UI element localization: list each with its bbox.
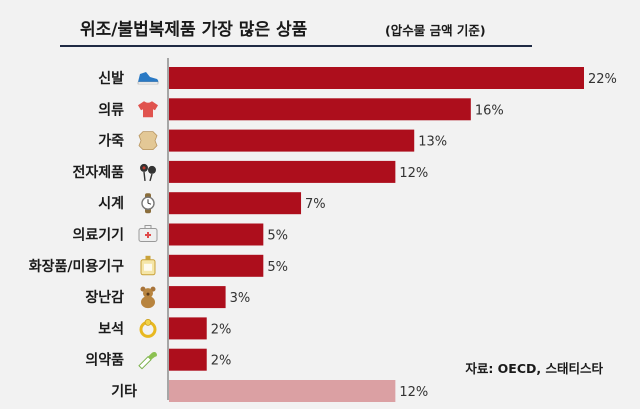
value-label: 22% <box>588 72 617 87</box>
category-label: 전자제품 <box>72 164 124 181</box>
bar-의류 <box>169 98 471 121</box>
bar-가죽 <box>169 129 415 152</box>
bar-의약품 <box>169 348 207 371</box>
chart-subtitle: (압수물 금액 기준) <box>385 23 486 38</box>
value-label: 7% <box>305 197 326 212</box>
wristwatch-icon <box>141 193 155 214</box>
perfume-bottle-icon <box>140 255 156 276</box>
leather-hide-icon <box>138 131 158 150</box>
value-label: 2% <box>211 354 232 369</box>
category-label: 의약품 <box>85 352 124 369</box>
chart-title: 위조/불법복제품 가장 많은 상품 <box>80 20 308 40</box>
value-label: 2% <box>211 322 232 337</box>
value-label: 16% <box>475 103 504 118</box>
category-label: 보석 <box>98 321 124 337</box>
shirt-icon <box>138 101 158 118</box>
teddy-bear-icon <box>140 286 156 309</box>
bar-장난감 <box>169 286 226 309</box>
bar-보석 <box>169 317 207 340</box>
sneaker-icon <box>137 72 159 85</box>
bar-전자제품 <box>169 160 396 183</box>
value-label: 12% <box>399 385 428 400</box>
jewel-ring-icon <box>139 318 157 338</box>
pill-capsule-icon <box>138 352 157 370</box>
bar-신발 <box>169 67 584 89</box>
bars-group: 신발 22% 의류 16% 가죽 13% 전자제품 12% 시계 7% 의료기기 5% 화장품/미용기구… <box>29 67 617 402</box>
value-label: 12% <box>399 166 428 181</box>
category-label: 의료기기 <box>72 227 124 244</box>
bar-시계 <box>169 192 302 215</box>
value-label: 5% <box>267 229 288 244</box>
value-label: 5% <box>267 260 288 275</box>
bar-의료기기 <box>169 223 264 246</box>
value-label: 13% <box>418 135 447 150</box>
earphones-icon <box>140 163 156 182</box>
bar-화장품/미용기구 <box>169 254 264 277</box>
category-label: 가죽 <box>98 134 124 150</box>
category-label: 기타 <box>111 384 137 400</box>
category-label: 의류 <box>98 101 124 118</box>
category-label: 시계 <box>98 196 124 212</box>
category-label: 신발 <box>98 70 124 87</box>
source-note: 자료: OECD, 스태티스타 <box>465 361 603 376</box>
medical-kit-icon <box>138 225 158 242</box>
category-label: 장난감 <box>85 289 124 306</box>
bar-기타 <box>169 380 396 402</box>
category-label: 화장품/미용기구 <box>29 258 124 275</box>
value-label: 3% <box>230 291 251 306</box>
